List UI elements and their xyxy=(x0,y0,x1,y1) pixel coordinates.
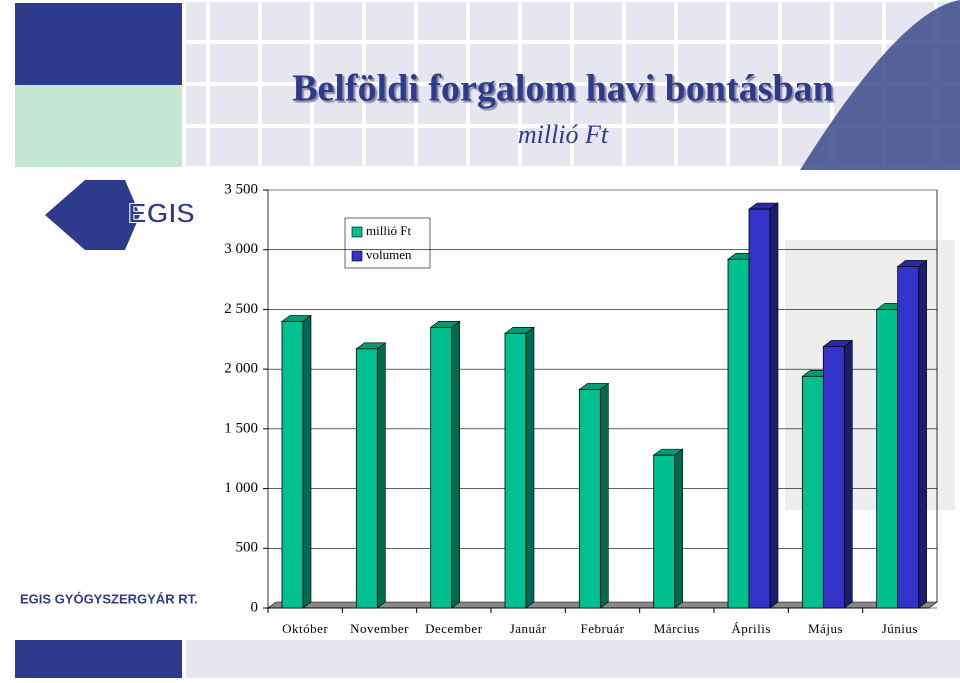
logo: EGIS xyxy=(45,180,195,250)
bar-front xyxy=(876,309,899,609)
bar xyxy=(281,314,312,609)
bar xyxy=(896,259,928,609)
bar-side xyxy=(600,382,609,609)
bar xyxy=(429,320,461,609)
bar-side xyxy=(844,339,853,609)
bar-side xyxy=(918,259,927,609)
decor-green xyxy=(15,85,182,167)
y-tick-label: 500 xyxy=(236,540,259,556)
y-tick-label: 2 500 xyxy=(224,301,258,317)
bar-front xyxy=(578,389,601,609)
x-tick-label: Október xyxy=(282,621,328,636)
bar-side xyxy=(769,202,779,609)
x-tick-label: Március xyxy=(654,621,700,636)
bar-front xyxy=(355,348,378,609)
x-tick-label: Április xyxy=(731,621,771,636)
bar-side xyxy=(451,320,460,609)
decor-bottom xyxy=(186,640,960,678)
x-tick-label: November xyxy=(350,621,409,636)
x-tick-label: December xyxy=(425,621,483,636)
legend-swatch xyxy=(351,250,363,262)
legend-label: volumen xyxy=(366,247,412,262)
decor-navy xyxy=(15,3,182,85)
y-tick-label: 1 500 xyxy=(224,420,258,436)
bar-side xyxy=(674,448,683,609)
bar xyxy=(578,382,610,609)
bar-front xyxy=(430,326,453,609)
decor-arc xyxy=(800,0,960,170)
decor-navy-bottom xyxy=(15,640,182,678)
bar-front xyxy=(653,454,676,609)
x-tick-label: Február xyxy=(581,621,625,636)
company-name: EGIS GYÓGYSZERGYÁR RT. xyxy=(20,591,198,606)
legend-label: millió Ft xyxy=(366,223,412,238)
bar xyxy=(652,448,684,609)
bar-front xyxy=(822,346,845,609)
y-tick-label: 3 000 xyxy=(224,241,258,257)
bar-front xyxy=(504,332,527,609)
bar-side xyxy=(377,342,386,609)
y-tick-label: 2 000 xyxy=(224,361,258,377)
legend-swatch xyxy=(351,226,363,238)
logo-shape xyxy=(45,180,140,250)
x-tick-label: Január xyxy=(510,621,547,636)
bar-front xyxy=(897,266,920,609)
y-tick-label: 1 000 xyxy=(224,480,258,496)
y-tick-label: 3 500 xyxy=(224,181,258,197)
bar-front xyxy=(801,375,824,609)
bar xyxy=(822,339,854,609)
x-tick-label: Június xyxy=(882,621,918,636)
bar-front xyxy=(727,258,750,609)
chart-title: Belföldi forgalom havi bontásban xyxy=(292,68,834,110)
chart-subtitle: millió Ft xyxy=(518,120,609,149)
bar-side xyxy=(525,326,535,609)
bar xyxy=(355,342,387,609)
legend: millió Ft volumen xyxy=(344,217,431,269)
bar-front xyxy=(281,320,304,609)
bar xyxy=(748,202,779,609)
y-tick-label: 0 xyxy=(251,599,259,615)
bar xyxy=(504,326,535,609)
logo-text: EGIS xyxy=(128,197,195,228)
bar-front xyxy=(748,208,771,609)
x-tick-label: Május xyxy=(808,621,843,636)
bar-side xyxy=(302,314,312,609)
